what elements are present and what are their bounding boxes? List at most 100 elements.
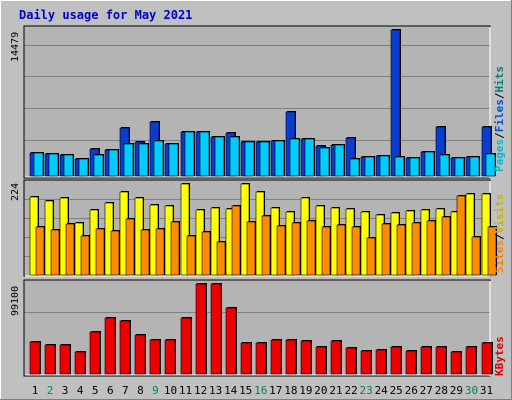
kbytes-bar xyxy=(225,307,237,375)
sites-bar xyxy=(246,221,256,276)
sites-bar xyxy=(186,235,196,276)
pages-bar xyxy=(379,155,390,177)
pages-bar xyxy=(63,154,74,177)
day-label: 11 xyxy=(179,384,192,397)
sites-bar xyxy=(396,224,406,276)
sites-bar xyxy=(366,237,376,276)
kbytes-bar xyxy=(59,344,71,375)
kbytes-bar xyxy=(270,339,282,375)
visits-bar xyxy=(465,193,475,276)
panel-kbytes-max-label: 99100 xyxy=(10,286,21,316)
pages-bar xyxy=(409,157,420,177)
legend-sites: Sites xyxy=(493,240,506,273)
sites-bar xyxy=(80,235,90,276)
sites-bar xyxy=(170,221,180,276)
pages-bar xyxy=(123,143,134,177)
legend-hits: Hits xyxy=(493,66,506,93)
x-axis-day-labels: 1 2 3 4 5 6 7 8 9 10 11 12 13 14 15 16 17 18 19 20 21 22 23 24 2… xyxy=(32,384,493,397)
day-label: 25 xyxy=(390,384,403,397)
visits-bar xyxy=(180,183,190,276)
panel-hits: 14479 Pages/Files/Hits xyxy=(10,25,506,179)
kbytes-bar xyxy=(481,342,493,375)
kbytes-bar xyxy=(240,342,252,375)
panel-hits-max-label: 14479 xyxy=(10,32,21,62)
pages-bar xyxy=(274,140,285,177)
kbytes-bar xyxy=(149,339,161,375)
kbytes-bar xyxy=(119,320,131,375)
sites-bar xyxy=(110,230,120,276)
sites-bar xyxy=(426,220,436,276)
sites-bar xyxy=(321,226,331,276)
panel-kbytes: 99100 KBytes xyxy=(10,279,506,377)
pages-bar xyxy=(439,154,450,177)
sites-bar xyxy=(441,216,451,276)
day-label: 13 xyxy=(209,384,222,397)
kbytes-bar xyxy=(210,283,222,375)
pages-bar xyxy=(424,151,435,177)
day-label: 10 xyxy=(164,384,177,397)
day-label: 19 xyxy=(299,384,312,397)
pages-bar xyxy=(33,152,44,177)
sites-bar xyxy=(155,228,165,276)
kbytes-bar xyxy=(450,351,462,375)
pages-bar xyxy=(138,143,149,177)
pages-bar xyxy=(168,143,179,177)
panel-hits-bars xyxy=(29,29,496,177)
panel-kbytes-bars xyxy=(29,283,493,375)
legend-visits: Visits xyxy=(493,194,506,234)
pages-bar xyxy=(319,147,330,177)
day-label: 14 xyxy=(224,384,238,397)
sites-bar xyxy=(291,222,301,276)
sites-bar xyxy=(216,241,226,276)
panel-visits: 224 Sites/Visits xyxy=(10,179,506,277)
day-label: 6 xyxy=(107,384,114,397)
sites-bar xyxy=(276,225,286,276)
day-label: 9 xyxy=(152,384,159,397)
pages-bar xyxy=(93,154,104,177)
sites-bar xyxy=(231,205,241,276)
day-label: 15 xyxy=(239,384,252,397)
pages-bar xyxy=(184,131,195,177)
day-label: 3 xyxy=(62,384,69,397)
legend-separator: / xyxy=(493,233,506,240)
pages-bar xyxy=(108,149,119,177)
day-label: 16 xyxy=(254,384,267,397)
kbytes-bar xyxy=(164,339,176,375)
day-label: 24 xyxy=(375,384,389,397)
day-label: 8 xyxy=(137,384,144,397)
pages-bar xyxy=(199,131,210,177)
pages-bar xyxy=(214,136,225,177)
kbytes-bar xyxy=(104,317,116,375)
day-label: 12 xyxy=(194,384,207,397)
pages-bar xyxy=(364,156,375,177)
panel-hits-legend: Pages/Files/Hits xyxy=(493,66,506,172)
sites-bar xyxy=(411,222,421,276)
day-label: 7 xyxy=(122,384,129,397)
kbytes-bar xyxy=(89,331,101,375)
sites-bar xyxy=(456,195,466,276)
day-label: 2 xyxy=(47,384,54,397)
kbytes-bar xyxy=(345,347,357,375)
pages-bar xyxy=(48,153,59,177)
day-label: 1 xyxy=(32,384,39,397)
day-label: 5 xyxy=(92,384,99,397)
day-label: 20 xyxy=(314,384,327,397)
pages-bar xyxy=(153,140,164,177)
day-label: 27 xyxy=(420,384,433,397)
sites-bar xyxy=(140,229,150,276)
kbytes-bar xyxy=(420,346,432,375)
sites-bar xyxy=(381,223,391,276)
day-label: 18 xyxy=(284,384,297,397)
pages-bar xyxy=(394,156,405,177)
pages-bar xyxy=(485,153,496,177)
kbytes-bar xyxy=(195,283,207,375)
panel-visits-max-label: 224 xyxy=(10,183,21,201)
day-label: 29 xyxy=(450,384,463,397)
kbytes-bar xyxy=(29,341,41,375)
pages-bar xyxy=(454,157,465,177)
sites-bar xyxy=(471,236,481,276)
sites-bar xyxy=(336,224,346,276)
kbytes-bar xyxy=(315,346,327,375)
sites-bar xyxy=(201,231,211,276)
panel-visits-bars xyxy=(29,183,497,276)
